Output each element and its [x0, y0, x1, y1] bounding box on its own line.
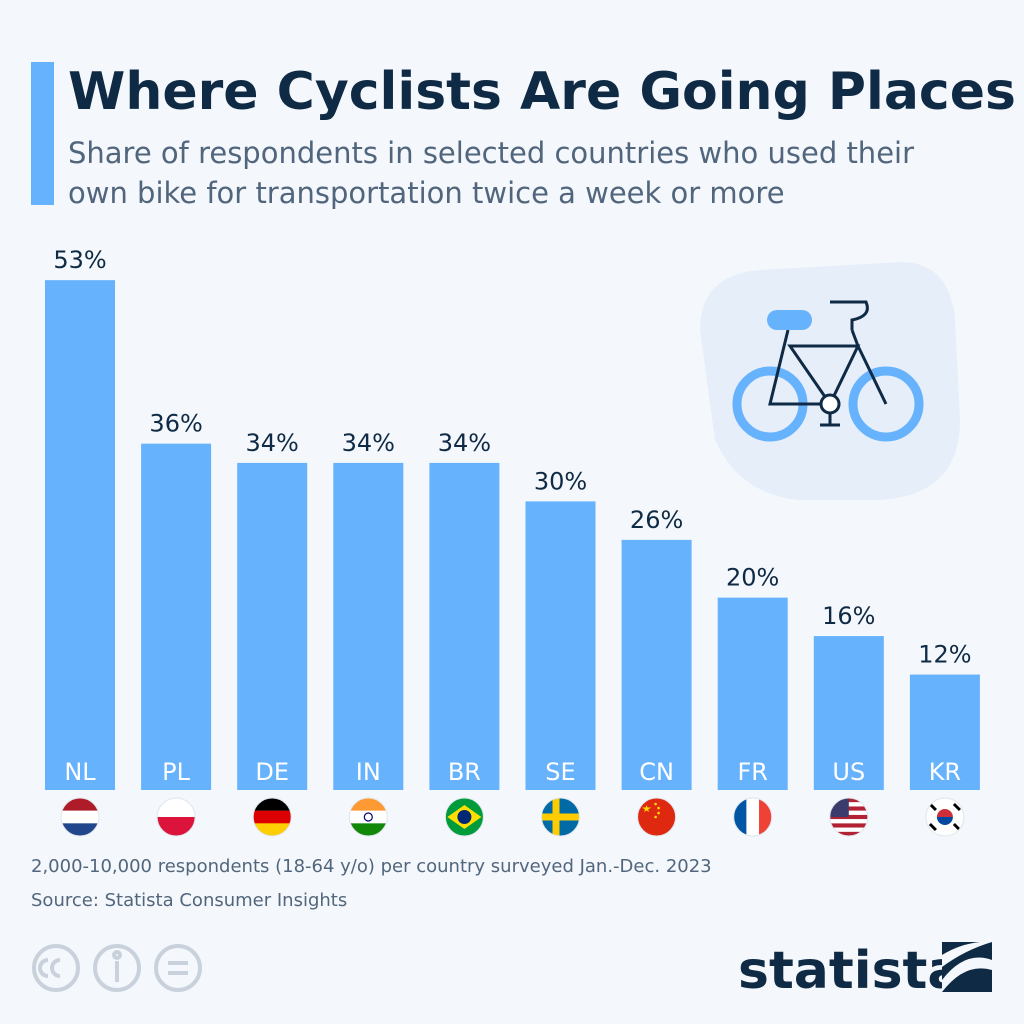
category-label: US: [832, 758, 865, 786]
flag-part: [928, 802, 937, 812]
flag-outline: [733, 797, 773, 837]
bar: [717, 597, 788, 790]
flag-part: [654, 815, 657, 819]
flag-outline: [829, 797, 869, 837]
flag-part: [157, 817, 196, 836]
value-label: 12%: [918, 641, 971, 669]
value-label: 26%: [630, 506, 683, 534]
flag-part: [349, 810, 388, 824]
subtitle-line: Share of respondents in selected countri…: [68, 136, 914, 170]
flag-part: [657, 811, 660, 815]
flag-part: [829, 827, 868, 832]
category-label: SE: [545, 758, 575, 786]
category-label: PL: [162, 758, 190, 786]
bar: [429, 462, 500, 790]
flag: [349, 798, 388, 836]
flag-part: [952, 822, 961, 832]
flag-part: [657, 806, 660, 810]
category-label: CN: [639, 758, 674, 786]
bar: [141, 443, 212, 790]
bar: [525, 501, 596, 790]
flag: [733, 798, 772, 836]
chart-title: Where Cyclists Are Going Places: [68, 62, 1016, 122]
flag-part: [61, 810, 99, 824]
flag: [157, 798, 196, 836]
flag-part: [936, 817, 953, 825]
category-label: NL: [64, 758, 96, 786]
flag-part: [349, 798, 388, 811]
bar: [237, 462, 308, 790]
flag-part: [541, 813, 580, 821]
flag-outline: [541, 797, 580, 837]
flag-part: [829, 823, 868, 828]
subtitle-line: own bike for transportation twice a week…: [68, 176, 785, 210]
flag-outline: [444, 797, 484, 837]
bike-illustration: [700, 262, 960, 500]
flag-part: [746, 798, 760, 836]
category-label: DE: [255, 758, 289, 786]
bar: [45, 280, 115, 790]
flag-part: [829, 819, 868, 824]
flag: [925, 798, 964, 836]
flag: [61, 798, 99, 836]
category-label: IN: [356, 758, 381, 786]
bar: [333, 462, 404, 790]
brand-logo: statista: [738, 941, 962, 1001]
category-label: FR: [737, 758, 767, 786]
flag: [445, 798, 484, 836]
bar: [621, 539, 692, 790]
value-label: 34%: [438, 429, 491, 457]
flag-outline: [252, 797, 292, 837]
flag-part: [642, 805, 652, 812]
flag-outline: [925, 797, 965, 837]
flag: [637, 798, 676, 836]
flag-part: [759, 798, 772, 836]
flag-part: [733, 798, 747, 836]
flag: [541, 798, 580, 836]
flag-part: [829, 831, 868, 836]
note: 2,000-10,000 respondents (18-64 y/o) per…: [31, 856, 712, 877]
flag-part: [157, 798, 196, 817]
value-label: 34%: [342, 429, 395, 457]
value-label: 53%: [53, 246, 106, 274]
flag-part: [952, 802, 961, 812]
flag-outline: [637, 797, 677, 837]
flag-part: [552, 798, 560, 836]
flag-part: [928, 822, 937, 832]
value-label: 16%: [822, 602, 875, 630]
value-label: 20%: [726, 564, 779, 592]
flag: [253, 798, 292, 836]
source: Source: Statista Consumer Insights: [31, 890, 347, 911]
bar: [909, 674, 980, 790]
value-label: 34%: [246, 429, 299, 457]
flag-part: [61, 798, 99, 811]
flag-part: [253, 823, 292, 836]
flag-outline: [348, 797, 388, 837]
flag-part: [829, 814, 868, 820]
flag-part: [253, 798, 292, 811]
flag-part: [363, 812, 373, 822]
value-label: 36%: [149, 410, 202, 438]
flag-part: [457, 810, 472, 824]
bar: [813, 636, 884, 790]
brand-mark: [942, 942, 992, 992]
license-icons: [32, 944, 202, 992]
flag-part: [61, 823, 99, 836]
flag-part: [349, 823, 388, 836]
category-label: BR: [448, 758, 481, 786]
flag-outline: [156, 797, 196, 837]
flag-outline: [60, 797, 100, 837]
value-label: 30%: [534, 467, 587, 495]
flag-part: [654, 802, 657, 806]
flag-part: [936, 809, 953, 817]
title-accent: [31, 62, 54, 205]
flag-part: [253, 810, 292, 824]
category-label: KR: [929, 758, 961, 786]
